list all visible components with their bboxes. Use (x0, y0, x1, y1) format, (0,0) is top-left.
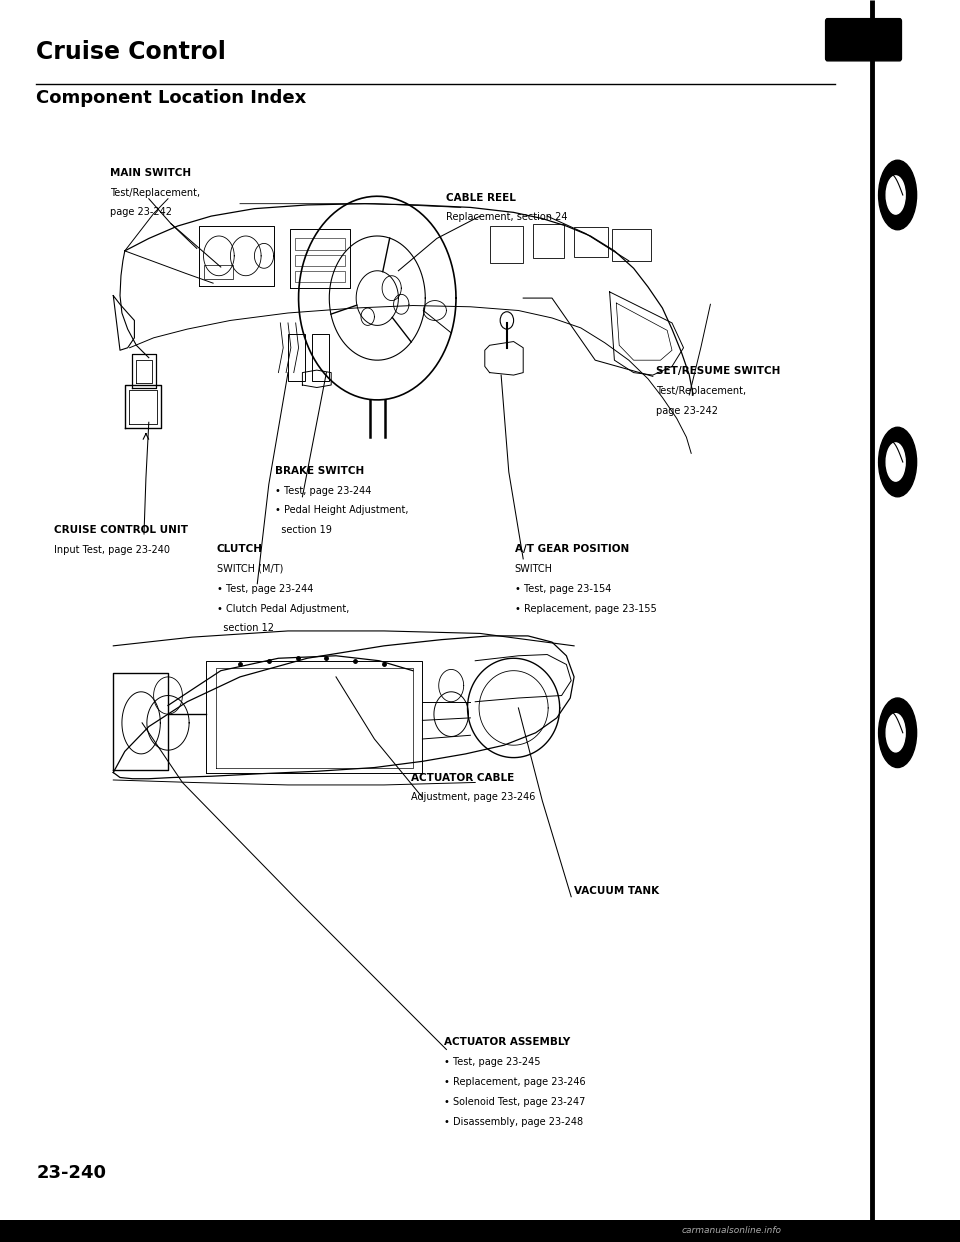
Text: Cruise Control: Cruise Control (36, 40, 227, 63)
Bar (574, 227, 608, 257)
Text: BRAKE SWITCH: BRAKE SWITCH (275, 466, 364, 476)
Text: • Replacement, page 23-246: • Replacement, page 23-246 (444, 1077, 586, 1087)
Text: Adjustment, page 23-246: Adjustment, page 23-246 (411, 792, 536, 802)
Text: 23-240: 23-240 (36, 1165, 107, 1182)
Text: page 23-242: page 23-242 (110, 207, 173, 217)
Text: • Replacement, page 23-155: • Replacement, page 23-155 (515, 604, 657, 614)
Bar (295, 238, 345, 250)
Bar (0, 1220, 960, 1242)
Text: Test/Replacement,: Test/Replacement, (110, 188, 201, 197)
Bar (490, 226, 523, 263)
Text: • Disassembly, page 23-248: • Disassembly, page 23-248 (444, 1117, 583, 1126)
Bar (312, 334, 329, 381)
Ellipse shape (886, 443, 905, 481)
Text: CLUTCH: CLUTCH (217, 544, 263, 554)
Text: • Test, page 23-245: • Test, page 23-245 (444, 1057, 540, 1067)
Bar (295, 271, 345, 282)
Text: SET/RESUME SWITCH: SET/RESUME SWITCH (656, 366, 780, 376)
Text: Replacement, section 24: Replacement, section 24 (446, 212, 568, 222)
Bar (204, 265, 233, 279)
Text: SWITCH (M/T): SWITCH (M/T) (217, 564, 283, 574)
Text: • Test, page 23-244: • Test, page 23-244 (217, 584, 313, 594)
Text: carmanualsonline.info: carmanualsonline.info (682, 1226, 781, 1235)
Text: • Test, page 23-154: • Test, page 23-154 (515, 584, 611, 594)
Ellipse shape (886, 176, 905, 214)
Bar (533, 224, 564, 258)
Text: Input Test, page 23-240: Input Test, page 23-240 (54, 545, 170, 555)
Ellipse shape (886, 714, 905, 751)
Text: ACTUATOR CABLE: ACTUATOR CABLE (411, 773, 515, 782)
FancyBboxPatch shape (826, 19, 901, 61)
Text: • Solenoid Test, page 23-247: • Solenoid Test, page 23-247 (444, 1097, 585, 1107)
Text: CABLE REEL: CABLE REEL (446, 193, 516, 202)
Text: MAIN SWITCH: MAIN SWITCH (110, 168, 192, 178)
Ellipse shape (878, 698, 917, 768)
Bar (295, 255, 345, 266)
Text: page 23-242: page 23-242 (656, 406, 718, 416)
Text: section 19: section 19 (275, 525, 331, 535)
Text: section 12: section 12 (217, 623, 274, 633)
Bar (288, 334, 305, 381)
Text: Test/Replacement,: Test/Replacement, (656, 386, 746, 396)
Text: CRUISE CONTROL UNIT: CRUISE CONTROL UNIT (54, 525, 188, 535)
Text: A/T GEAR POSITION: A/T GEAR POSITION (515, 544, 629, 554)
Text: • Pedal Height Adjustment,: • Pedal Height Adjustment, (275, 505, 408, 515)
Ellipse shape (878, 160, 917, 230)
Text: VACUUM TANK: VACUUM TANK (574, 886, 660, 895)
Text: Component Location Index: Component Location Index (36, 89, 307, 107)
Text: • Clutch Pedal Adjustment,: • Clutch Pedal Adjustment, (217, 604, 349, 614)
Bar (612, 229, 651, 261)
Text: • Test, page 23-244: • Test, page 23-244 (275, 486, 371, 496)
Text: ACTUATOR ASSEMBLY: ACTUATOR ASSEMBLY (444, 1037, 570, 1047)
Text: SWITCH: SWITCH (515, 564, 553, 574)
Ellipse shape (878, 427, 917, 497)
